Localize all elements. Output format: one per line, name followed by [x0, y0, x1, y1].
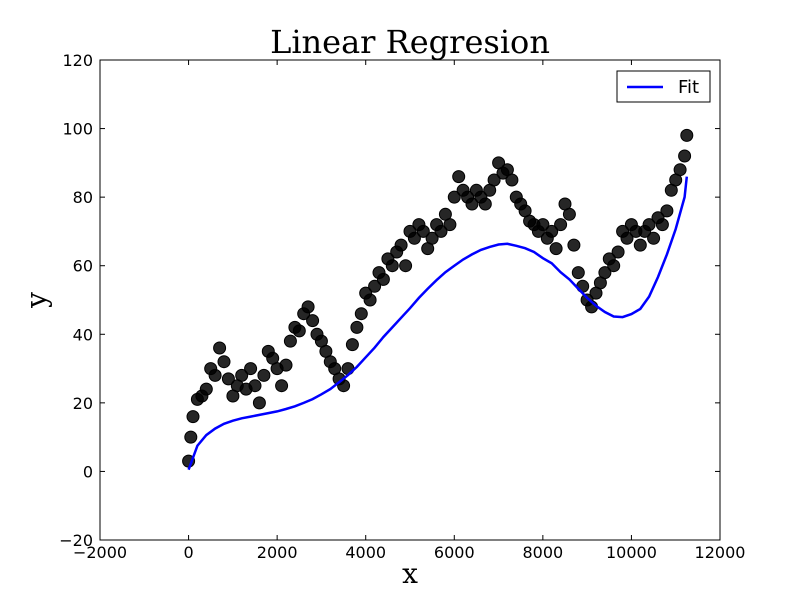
data-point [571, 266, 585, 280]
data-point [301, 300, 315, 314]
data-point [655, 218, 669, 232]
data-point [292, 324, 306, 338]
data-point [257, 368, 271, 382]
data-point [275, 379, 289, 393]
data-point [673, 163, 687, 177]
legend-fit-label: Fit [678, 77, 699, 98]
data-point [208, 368, 222, 382]
data-point [279, 358, 293, 372]
data-point [221, 372, 235, 386]
data-point [184, 430, 198, 444]
data-point [399, 259, 413, 273]
data-point [478, 197, 492, 211]
data-point [235, 368, 249, 382]
data-point [354, 307, 368, 321]
data-point [376, 272, 390, 286]
data-point [368, 279, 382, 293]
data-point [642, 218, 656, 232]
data-point [567, 238, 581, 252]
data-point [434, 224, 448, 238]
y-tick-label: 80 [73, 188, 93, 207]
data-point [678, 149, 692, 163]
data-point [306, 314, 320, 328]
data-point [416, 224, 430, 238]
data-point [452, 170, 466, 184]
data-point [607, 259, 621, 273]
axis-ticks: −2000 0 2000 4000 6000 8000 10000 12000 −20 0 20 40… [59, 51, 745, 562]
y-tick-label: 120 [62, 51, 93, 70]
data-point [447, 190, 461, 204]
legend: Fit [616, 70, 711, 103]
data-point [549, 242, 563, 256]
x-tick-label: 4000 [345, 543, 386, 562]
data-point [248, 379, 262, 393]
data-point [213, 341, 227, 355]
x-tick-label: 8000 [522, 543, 563, 562]
x-tick-label: 10000 [606, 543, 657, 562]
data-point [562, 207, 576, 221]
data-point [252, 396, 266, 410]
data-point [385, 259, 399, 273]
fit-line [187, 176, 689, 471]
y-tick-label: 20 [73, 394, 93, 413]
data-point [620, 231, 634, 245]
data-point [199, 382, 213, 396]
data-point [505, 173, 519, 187]
y-tick-label: 0 [83, 462, 93, 481]
data-point [350, 320, 364, 334]
data-point [443, 218, 457, 232]
plot-area [182, 128, 694, 471]
data-point [487, 173, 501, 187]
data-point [407, 231, 421, 245]
data-point [536, 218, 550, 232]
data-point [244, 362, 258, 376]
data-point [465, 197, 479, 211]
x-tick-label: 12000 [695, 543, 746, 562]
x-tick-label: 2000 [257, 543, 298, 562]
y-tick-label: 60 [73, 257, 93, 276]
x-axis-label: x [402, 557, 418, 590]
data-point [598, 266, 612, 280]
data-point [611, 245, 625, 259]
data-point [680, 128, 694, 142]
x-tick-label: 0 [183, 543, 193, 562]
chart-title: Linear Regresion [270, 23, 550, 61]
data-point [554, 218, 568, 232]
y-tick-label: 40 [73, 325, 93, 344]
data-point [545, 224, 559, 238]
data-point [345, 338, 359, 352]
axes-frame [99, 59, 721, 541]
data-point [660, 204, 674, 218]
data-point [425, 231, 439, 245]
y-tick-label: 100 [62, 120, 93, 139]
x-tick-label: −2000 [73, 543, 127, 562]
y-tick-label: −20 [59, 531, 93, 550]
data-point [186, 410, 200, 424]
x-tick-label: 6000 [434, 543, 475, 562]
data-point [647, 231, 661, 245]
data-point [283, 334, 297, 348]
data-point [217, 355, 231, 369]
y-axis-label: y [20, 292, 53, 309]
data-point [363, 293, 377, 307]
data-point [633, 238, 647, 252]
data-point [394, 238, 408, 252]
